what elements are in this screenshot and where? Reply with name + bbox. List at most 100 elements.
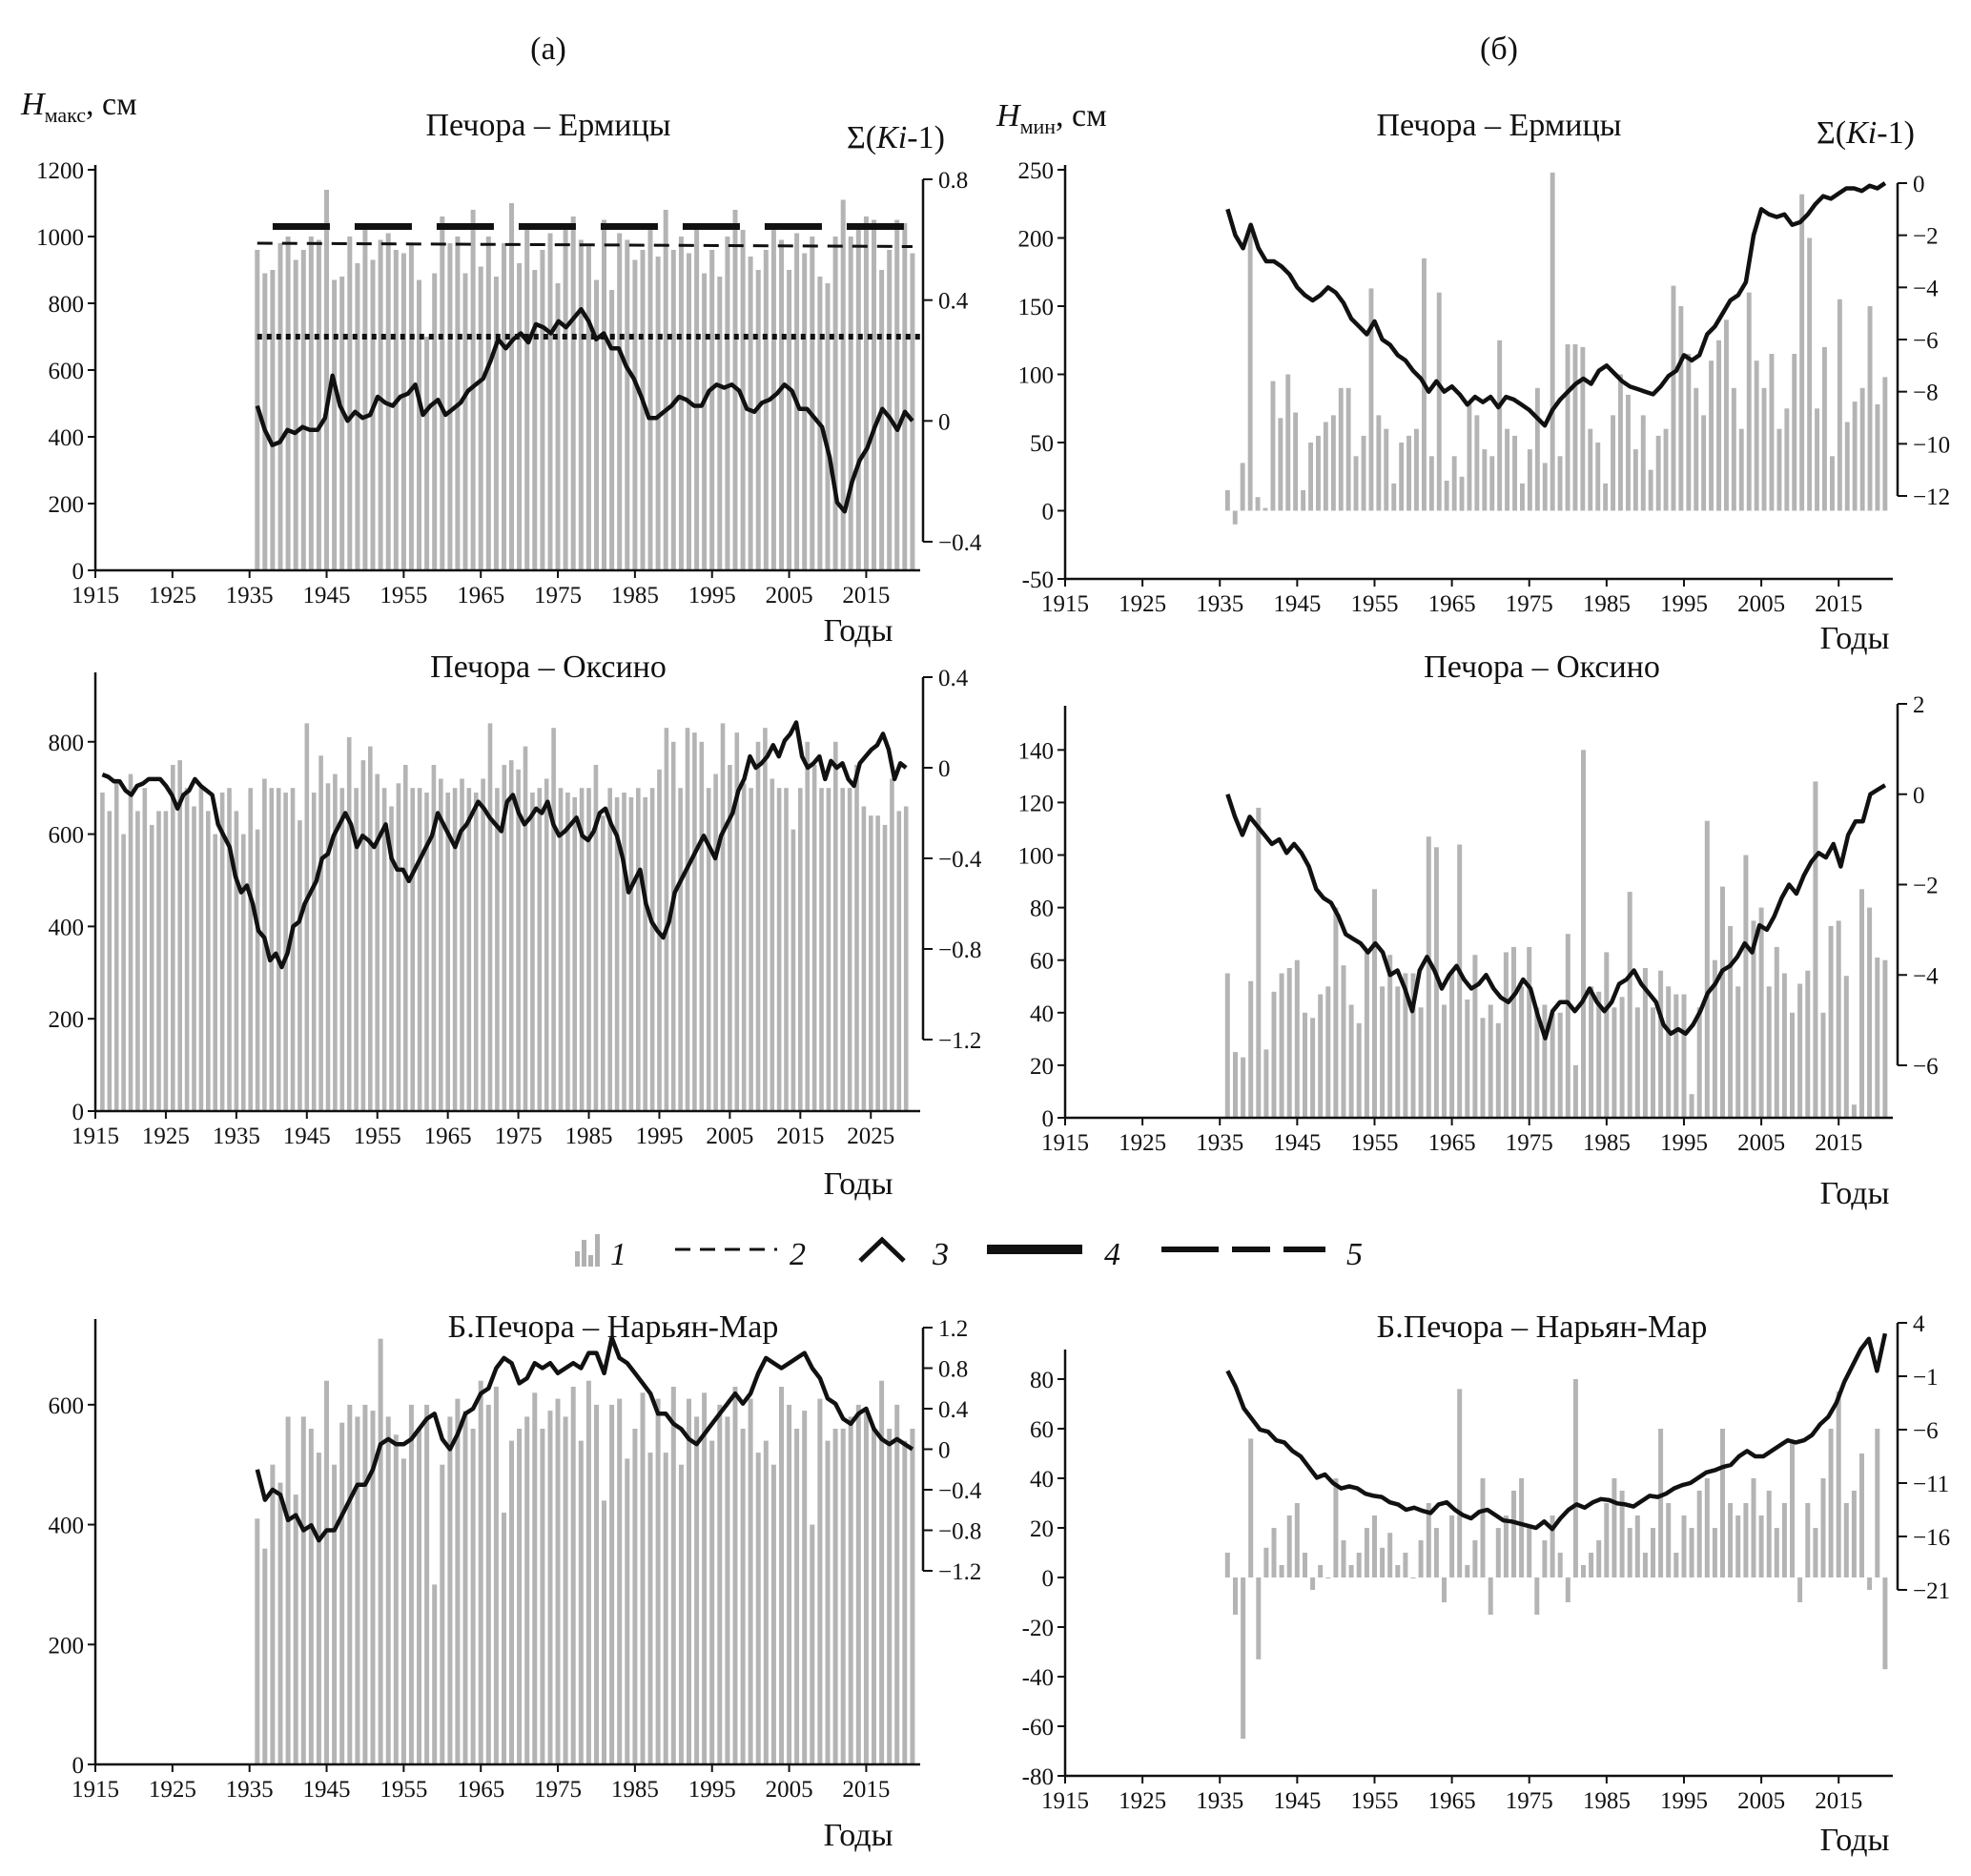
bar-mark <box>1776 428 1782 511</box>
x-tick-label: 1925 <box>142 1124 190 1149</box>
bar-mark <box>1341 965 1346 1118</box>
bar-mark <box>1689 1528 1694 1577</box>
y2-tick-label: −4 <box>1913 276 1939 301</box>
bar-mark <box>706 788 711 1111</box>
bar-mark <box>466 788 472 1111</box>
bar-mark <box>1256 807 1262 1118</box>
legend-item-3: 3 <box>858 1236 949 1272</box>
legend-label-1: 1 <box>610 1237 626 1272</box>
x-tick-label: 1975 <box>1506 591 1553 617</box>
bar-mark <box>1634 1007 1640 1118</box>
bar-mark <box>687 1398 691 1764</box>
bar-mark <box>1612 1478 1617 1577</box>
bar-mark <box>1428 456 1434 511</box>
bar-mark <box>1364 952 1369 1118</box>
x-tick-label: 2015 <box>1815 591 1862 617</box>
bar-mark <box>678 788 683 1111</box>
bar-mark <box>400 1458 406 1764</box>
x-tick-label: 1985 <box>611 583 659 608</box>
bar-mark <box>779 1387 784 1764</box>
bar-mark <box>1754 361 1759 511</box>
y2-tick-label: −1.2 <box>938 1028 981 1054</box>
bar-mark <box>316 1453 321 1764</box>
bar-mark <box>699 741 705 1111</box>
y-tick-label: 0 <box>72 559 85 585</box>
bar-mark <box>832 237 838 570</box>
bar-mark <box>1666 986 1672 1118</box>
bar-mark <box>156 811 161 1111</box>
legend-label-4: 4 <box>1104 1237 1120 1272</box>
bar-mark <box>1348 1004 1354 1118</box>
y2-tick-label: −6 <box>1913 1054 1939 1080</box>
chart-a1-ermitsy-max: Печора – Ермицы 0 200 400 600 800 1000 1200 −0.4… <box>36 108 982 649</box>
bar-mark <box>585 246 591 570</box>
bar-mark <box>177 760 182 1111</box>
bar-mark <box>1519 986 1525 1118</box>
bar-mark <box>1822 346 1827 511</box>
bar-mark <box>1746 292 1752 511</box>
bar-mark <box>709 250 715 570</box>
bar-mark <box>1704 820 1710 1118</box>
bar-mark <box>1403 1553 1408 1577</box>
bar-mark <box>748 257 753 570</box>
bar-mark <box>861 806 867 1111</box>
bar-mark <box>478 1380 483 1764</box>
bar-mark <box>717 277 723 570</box>
bar-mark <box>285 1416 291 1764</box>
legend-item-5: 5 <box>1161 1237 1363 1272</box>
bar-mark <box>502 765 507 1111</box>
bar-mark <box>578 239 584 570</box>
x-tick-label: 1945 <box>303 583 351 608</box>
bar-mark <box>1410 1577 1416 1578</box>
bar-mark <box>887 1429 893 1764</box>
y2-tick-label: 0 <box>938 756 951 782</box>
bar-mark <box>1550 1012 1555 1118</box>
bar-mark <box>1651 1007 1655 1118</box>
bar-mark <box>1751 1478 1756 1577</box>
x-tick-label: 2005 <box>1737 1130 1785 1156</box>
bar-mark <box>578 1440 584 1764</box>
bar-mark <box>1758 907 1764 1118</box>
bar-mark <box>1303 1012 1307 1118</box>
bar-mark <box>1781 973 1787 1118</box>
bar-mark <box>530 793 535 1111</box>
bar-mark <box>1233 1052 1238 1118</box>
x-tick-label: 1995 <box>688 583 736 608</box>
y2-tick-label: 0 <box>1913 172 1925 197</box>
bar-mark <box>1655 435 1661 511</box>
bar-mark <box>1255 497 1261 511</box>
bar-mark <box>1619 997 1625 1118</box>
bar-mark <box>702 1392 708 1764</box>
bar-mark <box>354 788 359 1111</box>
bar-mark <box>1406 435 1411 511</box>
y2-tick-label: 0.4 <box>938 289 969 315</box>
bar-mark <box>325 783 331 1111</box>
bar-mark <box>910 1429 915 1764</box>
bar-mark <box>741 783 747 1111</box>
bar-mark <box>1333 907 1339 1118</box>
bar-mark <box>113 778 119 1111</box>
y-tick-label: 20 <box>1030 1516 1054 1542</box>
y2-tick-label: −0.8 <box>938 1519 981 1545</box>
y-tick-label: 80 <box>1030 1368 1054 1393</box>
bar-mark <box>1279 973 1284 1118</box>
bar-mark <box>1805 970 1811 1118</box>
bar-mark <box>1511 946 1516 1118</box>
bar-mark <box>1338 387 1344 511</box>
y2-tick-label: −12 <box>1913 484 1950 510</box>
bar-mark <box>1380 1547 1386 1577</box>
x-tick-label: 1945 <box>283 1124 331 1149</box>
bar-mark <box>1376 415 1382 511</box>
reference-line-thin-dash <box>257 241 913 248</box>
bar-mark <box>523 746 528 1111</box>
bar-mark <box>455 1398 461 1764</box>
bar-mark <box>1330 415 1336 511</box>
bar-mark <box>1488 1577 1493 1615</box>
bar-mark <box>495 788 500 1111</box>
bar-mark <box>1457 1389 1463 1577</box>
x-axis-title: Годы <box>1820 1176 1890 1211</box>
column-b-label: (б) <box>1480 31 1518 67</box>
bar-mark <box>640 250 646 570</box>
y2-tick-label: −11 <box>1913 1472 1949 1497</box>
bar-mark <box>332 279 338 570</box>
